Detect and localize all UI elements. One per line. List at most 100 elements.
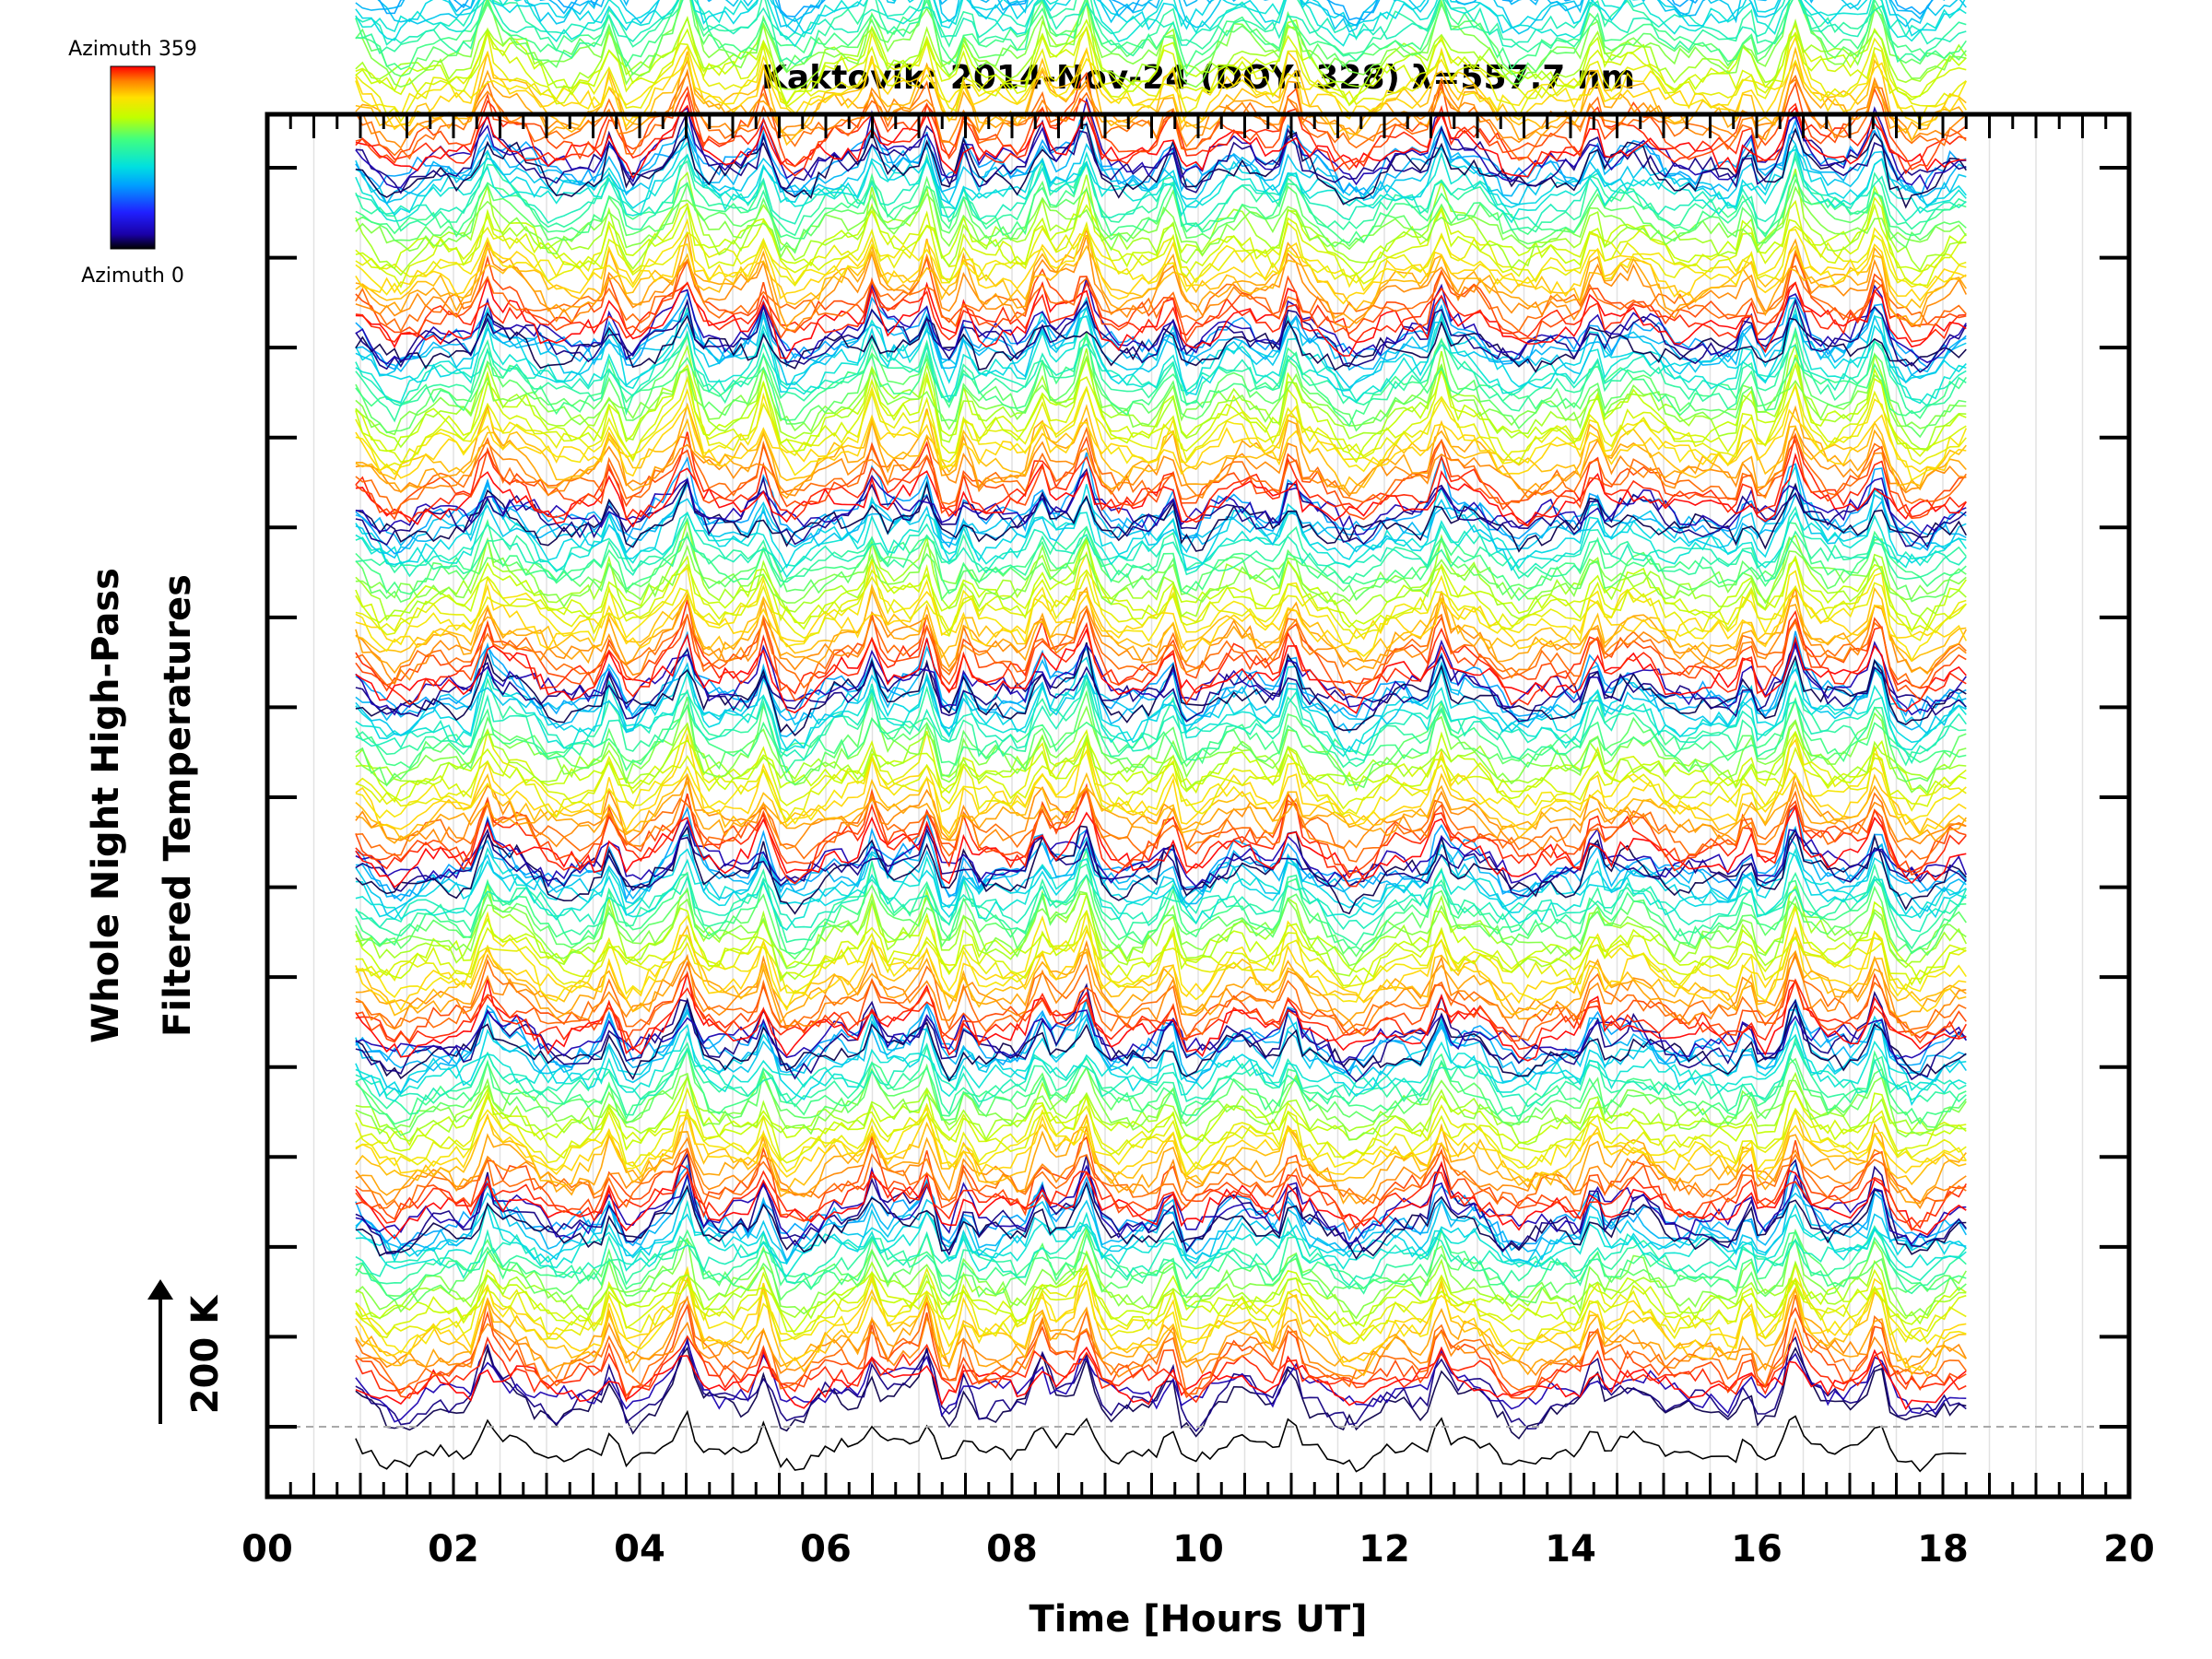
- series-line: [355, 771, 1967, 852]
- series-line: [355, 550, 1967, 663]
- series-line: [355, 149, 1967, 228]
- series-line: [355, 0, 1966, 41]
- series-line: [355, 1335, 1967, 1433]
- x-tick-label: 00: [241, 1528, 293, 1571]
- series-line: [355, 978, 1968, 1051]
- series-line: [355, 471, 1967, 536]
- series-line: [355, 1047, 1967, 1136]
- series-line: [355, 748, 1967, 825]
- series-line: [355, 1199, 1967, 1279]
- series-line: [355, 1314, 1968, 1381]
- colorbar: Azimuth 359 Azimuth 0: [68, 38, 197, 288]
- x-tick-label: 04: [614, 1528, 665, 1571]
- series-line: [355, 1152, 1967, 1256]
- series-line: [355, 525, 1967, 584]
- series-line: [355, 498, 1967, 579]
- series-line: [355, 275, 1967, 366]
- series-line: [355, 1113, 1967, 1205]
- series-line: [355, 52, 1968, 123]
- series-line: [355, 517, 1967, 602]
- series-line: [355, 143, 1967, 224]
- series-line: [355, 0, 1967, 48]
- scale-bar: 200 K: [147, 1279, 227, 1424]
- series-line: [355, 818, 1968, 888]
- series-line: [355, 492, 1967, 559]
- series-line: [355, 689, 1967, 789]
- series-line: [355, 0, 1967, 71]
- series-line: [355, 18, 1967, 106]
- series-line: [355, 141, 1967, 217]
- series-line: [355, 1276, 1967, 1378]
- series-line: [355, 733, 1967, 840]
- series-line: [355, 71, 1967, 161]
- series-line: [355, 232, 1967, 305]
- series-line: [355, 1203, 1967, 1268]
- series-line: [355, 1, 1967, 90]
- series-line: [355, 383, 1968, 482]
- x-tick-label: 02: [428, 1528, 479, 1571]
- series-line: [355, 244, 1967, 312]
- series-line: [355, 971, 1967, 1062]
- x-tick-label: 20: [2103, 1528, 2155, 1571]
- series-line: [355, 847, 1967, 921]
- series-line: [355, 982, 1967, 1083]
- series-line: [355, 0, 1967, 88]
- colorbar-bottom-label: Azimuth 0: [81, 265, 184, 288]
- series-line: [355, 505, 1967, 580]
- x-tick-label: 06: [800, 1528, 852, 1571]
- series-line: [355, 1164, 1967, 1247]
- series-line: [355, 175, 1967, 254]
- series-line: [355, 586, 1968, 676]
- x-tick-label: 16: [1731, 1528, 1783, 1571]
- series-line: [355, 928, 1967, 1013]
- colorbar-top-label: Azimuth 359: [68, 38, 197, 61]
- series-line: [355, 1094, 1967, 1164]
- series-line: [355, 1135, 1967, 1232]
- series-line: [355, 1221, 1967, 1287]
- series-line: [355, 0, 1967, 48]
- series-line: [355, 607, 1967, 701]
- series-line: [355, 859, 1967, 950]
- series-line: [355, 785, 1967, 863]
- series-line: [355, 825, 1967, 905]
- series-line: [355, 1326, 1967, 1404]
- series-line: [355, 342, 1967, 451]
- series-line: [355, 332, 1967, 439]
- x-tick-label: 10: [1172, 1528, 1224, 1571]
- series-line: [355, 335, 1967, 428]
- series-line: [355, 161, 1967, 244]
- series-line: [355, 828, 1967, 898]
- y-axis-label-line-1: Whole Night High-Pass: [85, 568, 127, 1043]
- series-line: [355, 996, 1967, 1077]
- series-line: [355, 825, 1967, 915]
- x-tick-label: 08: [986, 1528, 1038, 1571]
- series-line: [355, 724, 1967, 822]
- series-line: [355, 883, 1968, 981]
- series-line: [355, 520, 1967, 622]
- series-line: [355, 426, 1967, 500]
- series-line: [355, 999, 1967, 1107]
- y-axis-label-line-2: Filtered Temperatures: [157, 574, 199, 1037]
- x-tick-labels: 00 02 04 06 08 10 12 14 16 18 20: [241, 1528, 2155, 1571]
- series-line: [355, 354, 1967, 465]
- series-line: [355, 1030, 1967, 1102]
- series-line: [355, 259, 1967, 333]
- series-line: [355, 71, 1967, 171]
- series-line: [355, 780, 1967, 844]
- series-line: [355, 660, 1967, 736]
- series-line: [355, 531, 1967, 603]
- series-line: [355, 97, 1967, 191]
- series-line: [355, 1224, 1967, 1295]
- series-line: [355, 730, 1967, 802]
- series-line: [355, 185, 1967, 288]
- series-line: [355, 426, 1967, 515]
- series-line: [355, 0, 1946, 27]
- series-line: [355, 788, 1967, 877]
- series-line: [355, 805, 1967, 888]
- series-line: [355, 1007, 1967, 1064]
- series-line: [355, 1087, 1967, 1171]
- x-tick-label: 18: [1917, 1528, 1969, 1571]
- series-line: [355, 833, 1967, 916]
- series-line: [355, 218, 1967, 296]
- series-line: [355, 891, 1967, 985]
